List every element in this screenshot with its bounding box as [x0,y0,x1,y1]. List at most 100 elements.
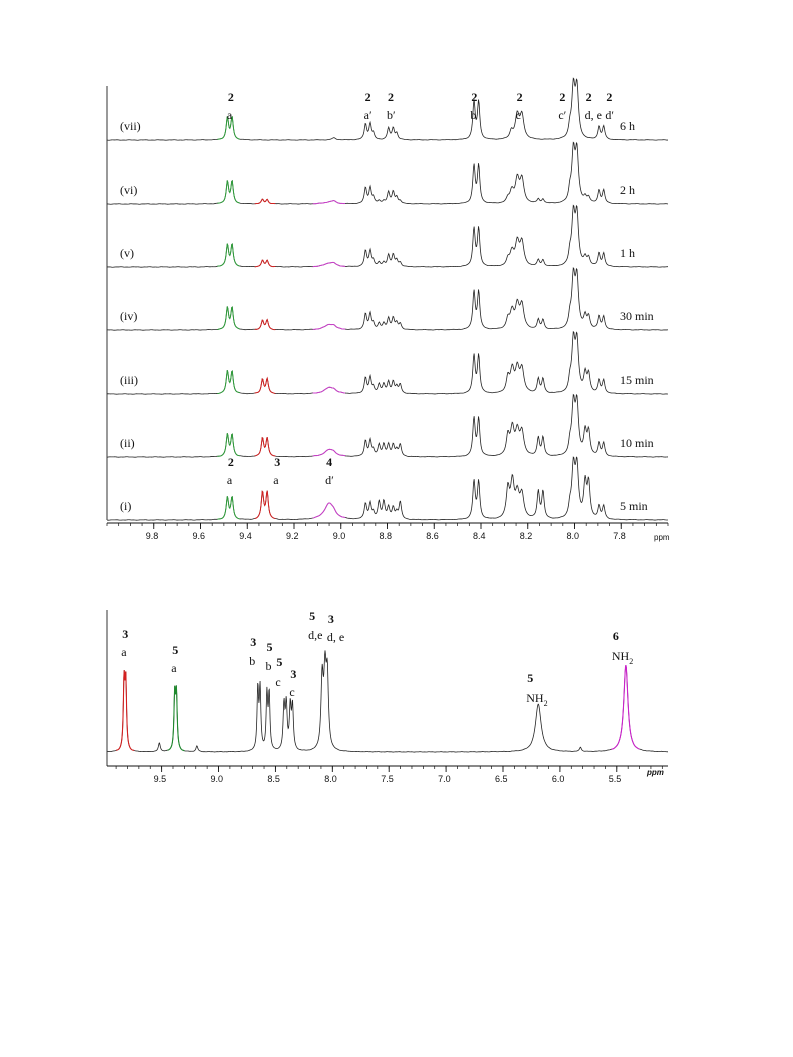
spectrum-trace [106,393,668,458]
panel1-tick-label: 8.6 [426,531,439,541]
peak-label-proton: b′ [387,108,396,122]
panel1-tick-label: 9.2 [286,531,299,541]
panel2-tick-label: 6.0 [552,774,565,784]
panel2-tick-label: 5.5 [609,774,622,784]
spectrum-line [107,141,669,205]
spectrum-line [106,650,669,753]
spectrum-line [106,77,669,141]
peak-label-compound: 4 [326,455,332,469]
spectrum-label: (iv) [120,309,137,323]
panel2-tick-label: 7.5 [381,774,394,784]
spectrum-time: 30 min [620,309,654,323]
spectrum-line [106,456,669,521]
peak-4d-prime [312,386,346,394]
peak-4d-prime [312,448,346,457]
peak-2a [217,179,240,204]
peak-label-proton: a [227,108,233,122]
panel1-tick-label: 9.0 [333,531,346,541]
peak-4d-prime [312,323,346,330]
peak-label-compound: 5 [276,655,282,669]
peak-label-proton: d,e [308,628,322,642]
spectrum-label: (iii) [120,373,138,387]
peak-label-proton: d, e [585,108,602,122]
peak-label-proton: c [516,108,521,122]
spectrum-label: (v) [120,246,134,260]
peak-label-compound: 2 [365,90,371,104]
peak-label-compound: 5 [266,640,272,654]
peak-label-proton: a [121,645,127,659]
peak-label-compound: 6 [613,629,619,643]
spectrum-line [106,204,669,268]
peak-3a [254,490,276,520]
peak-label-compound: 5 [527,671,533,685]
peak-label-compound: 2 [471,90,477,104]
peak-label-proton: d′ [325,473,334,487]
spectrum-time: 10 min [620,436,654,450]
peak-4d-prime [312,502,346,519]
panel1-tick-label: 8.2 [520,531,533,541]
peak-2a [217,370,240,394]
spectrum-trace [106,330,669,395]
panel2-tick-label: 6.5 [495,774,508,784]
peak-3a [254,198,276,205]
peak-label-compound: 2 [559,90,565,104]
spectrum-line [106,267,669,331]
spectrum-trace [106,77,669,141]
peak-label-compound: 2 [228,90,234,104]
peak-label-compound: 2 [228,455,234,469]
panel2-tick-label: 7.0 [438,774,451,784]
peak-3a [254,376,276,394]
spectrum-label: (ii) [120,436,135,450]
peak-label-proton: c′ [558,108,566,122]
panel1-tick-label: 9.8 [146,531,159,541]
panel2-axis-unit: ppm [646,768,664,777]
panel1-tick-label: 8.0 [567,531,580,541]
peak-label-proton: b [265,659,271,673]
peak-label-compound: 2 [586,90,592,104]
peak-2a [217,306,240,331]
spectrum-trace [107,141,669,205]
spectrum-time: 15 min [620,373,654,387]
peak-label-compound: 2 [517,90,523,104]
peak-label-compound: 3 [290,667,296,681]
spectrum-time: 6 h [620,119,635,133]
peak-label-compound: 3 [274,455,280,469]
peak-3a [116,670,135,752]
peak-5a [167,685,185,752]
panel2-spectrum [106,650,669,753]
peak-label-compound: 3 [122,627,128,641]
peak-label-compound: 2 [606,90,612,104]
panel1-tick-label: 9.4 [239,531,252,541]
spectrum-label: (vi) [120,183,137,197]
peak-label-proton: b [249,654,255,668]
panel2-tick-label: 8.5 [267,774,280,784]
panel1-tick-label: 7.8 [613,531,626,541]
peak-label-compound: 2 [388,90,394,104]
peak-3a [254,259,276,268]
peak-2a [217,115,240,140]
panel1-axis-unit: ppm [654,533,670,542]
panel1-tick-label: 9.6 [193,531,206,541]
peak-label-proton: d, e [327,630,344,644]
peak-label-compound: 3 [250,635,256,649]
panel2-tick-label: 8.0 [324,774,337,784]
peak-label-proton: NH2 [526,691,547,708]
spectrum-time: 5 min [620,499,648,513]
peak-4d-prime [312,200,346,205]
peak-6-nh2 [611,664,640,750]
peak-label-proton: a′ [364,108,372,122]
peak-3a [254,318,276,331]
peak-2a [217,433,240,457]
panel2-tick-label: 9.0 [211,774,224,784]
spectrum-line [106,330,669,395]
peak-4d-prime [312,261,346,268]
peak-label-compound: 3 [328,612,334,626]
panel1-tick-label: 8.4 [473,531,486,541]
spectrum-trace [106,456,669,521]
panel1-tick-label: 8.8 [380,531,393,541]
peak-label-proton: b [470,108,476,122]
peak-label-compound: 5 [309,609,315,623]
panel2-tick-label: 9.5 [154,774,167,784]
peak-2a [217,243,240,267]
